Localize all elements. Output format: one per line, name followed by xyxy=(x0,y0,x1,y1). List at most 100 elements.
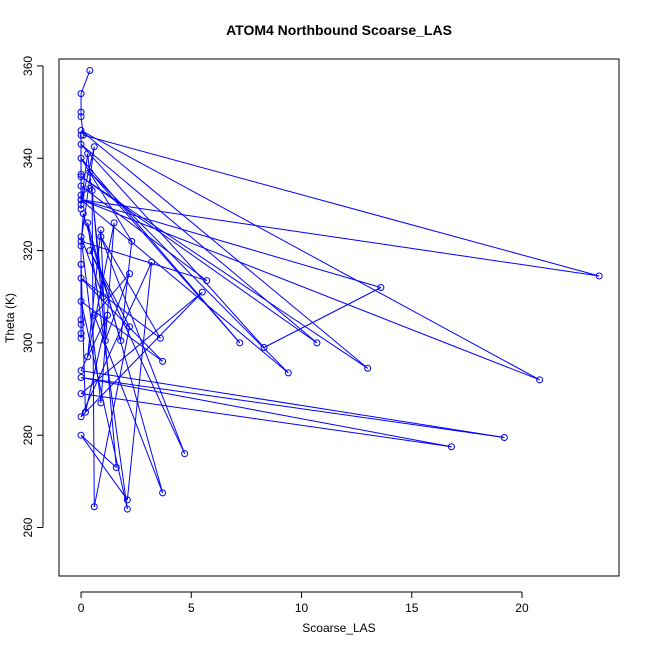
data-point xyxy=(104,311,112,319)
data-point xyxy=(97,399,105,407)
data-point xyxy=(77,374,85,382)
series-line-segment xyxy=(104,273,131,341)
data-point xyxy=(77,154,85,162)
series-line-segment xyxy=(80,264,86,413)
series-line-segment xyxy=(80,199,289,374)
data-point xyxy=(77,233,85,241)
series-line-segment xyxy=(80,146,95,205)
series-line-segment xyxy=(80,393,452,448)
data-point xyxy=(81,408,89,416)
data-point xyxy=(90,143,98,151)
data-point xyxy=(77,413,85,421)
data-point xyxy=(159,357,167,365)
data-point xyxy=(117,337,125,345)
data-point xyxy=(77,140,85,148)
data-point xyxy=(77,242,85,250)
y-tick-label: 300 xyxy=(21,333,35,353)
series-line-segment xyxy=(100,236,161,339)
series-line-segment xyxy=(126,262,153,500)
x-axis-label: Scoarse_LAS xyxy=(302,621,375,635)
series-line-segment xyxy=(93,315,164,494)
series-line-segment xyxy=(91,190,117,468)
data-point xyxy=(447,443,455,451)
data-point xyxy=(90,503,98,511)
data-point xyxy=(260,344,268,352)
series-line-segment xyxy=(80,377,452,448)
data-point xyxy=(86,184,94,192)
series-line-segment xyxy=(93,326,131,507)
y-tick-label: 340 xyxy=(21,148,35,168)
data-point xyxy=(128,237,136,245)
series-line-segment xyxy=(87,229,102,357)
data-point xyxy=(159,489,167,497)
series-line-segment xyxy=(80,187,91,196)
data-point xyxy=(101,337,109,345)
series-line-segment xyxy=(100,236,186,454)
y-tick-label: 360 xyxy=(21,56,35,76)
data-point xyxy=(97,226,105,234)
series-line-segment xyxy=(91,190,95,507)
data-point xyxy=(377,283,385,291)
series-line-segment xyxy=(80,70,91,94)
series-line-segment xyxy=(83,134,600,277)
data-point xyxy=(77,205,85,213)
y-axis-label: Theta (K) xyxy=(3,293,17,343)
series-line-segment xyxy=(80,277,161,339)
data-point xyxy=(77,108,85,116)
data-point xyxy=(77,390,85,398)
series-line-segment xyxy=(263,287,382,348)
data-point xyxy=(77,330,85,338)
data-point xyxy=(77,196,85,204)
series-line-segment xyxy=(80,434,117,468)
series-line-segment xyxy=(80,199,600,277)
series-line-segment xyxy=(80,236,104,297)
data-point xyxy=(77,170,85,178)
data-point xyxy=(77,173,85,181)
data-point xyxy=(203,277,211,285)
chart-title: ATOM4 Northbound Scoarse_LAS xyxy=(226,22,452,38)
data-point xyxy=(77,334,85,342)
series-line-segment xyxy=(80,240,207,282)
series-line-segment xyxy=(89,171,289,374)
data-point xyxy=(112,464,120,472)
data-point xyxy=(284,369,292,377)
data-point xyxy=(500,434,508,442)
data-point xyxy=(77,320,85,328)
series-line-segment xyxy=(80,176,368,369)
data-point xyxy=(86,247,94,255)
series-points xyxy=(77,67,603,513)
data-point xyxy=(77,237,85,245)
series-line-segment xyxy=(89,250,186,454)
data-point xyxy=(77,431,85,439)
series-line-segment xyxy=(80,199,540,381)
data-point xyxy=(86,168,94,176)
plot-frame xyxy=(58,58,620,577)
series-line-segment xyxy=(80,377,505,439)
series-line-segment xyxy=(80,130,368,369)
y-tick-label: 260 xyxy=(21,517,35,537)
data-point xyxy=(77,127,85,135)
data-point xyxy=(88,187,96,195)
data-point xyxy=(156,334,164,342)
series-line-segment xyxy=(80,144,318,344)
data-point xyxy=(148,258,156,266)
data-point xyxy=(536,376,544,384)
series-line-segment xyxy=(80,261,153,417)
data-point xyxy=(77,367,85,375)
y-axis: 260 280 300 320 340 360 xyxy=(21,56,44,538)
data-point xyxy=(181,450,189,458)
series-line-segment xyxy=(80,185,208,281)
y-tick-label: 280 xyxy=(21,425,35,445)
series-line-segment xyxy=(120,241,133,341)
data-point xyxy=(77,274,85,282)
data-point xyxy=(77,131,85,139)
data-point xyxy=(77,182,85,190)
data-point xyxy=(364,364,372,372)
series-line-segment xyxy=(87,222,128,510)
data-point xyxy=(84,353,92,361)
data-point xyxy=(595,272,603,280)
series-line-segment xyxy=(80,300,163,362)
y-tick-label: 320 xyxy=(21,240,35,260)
